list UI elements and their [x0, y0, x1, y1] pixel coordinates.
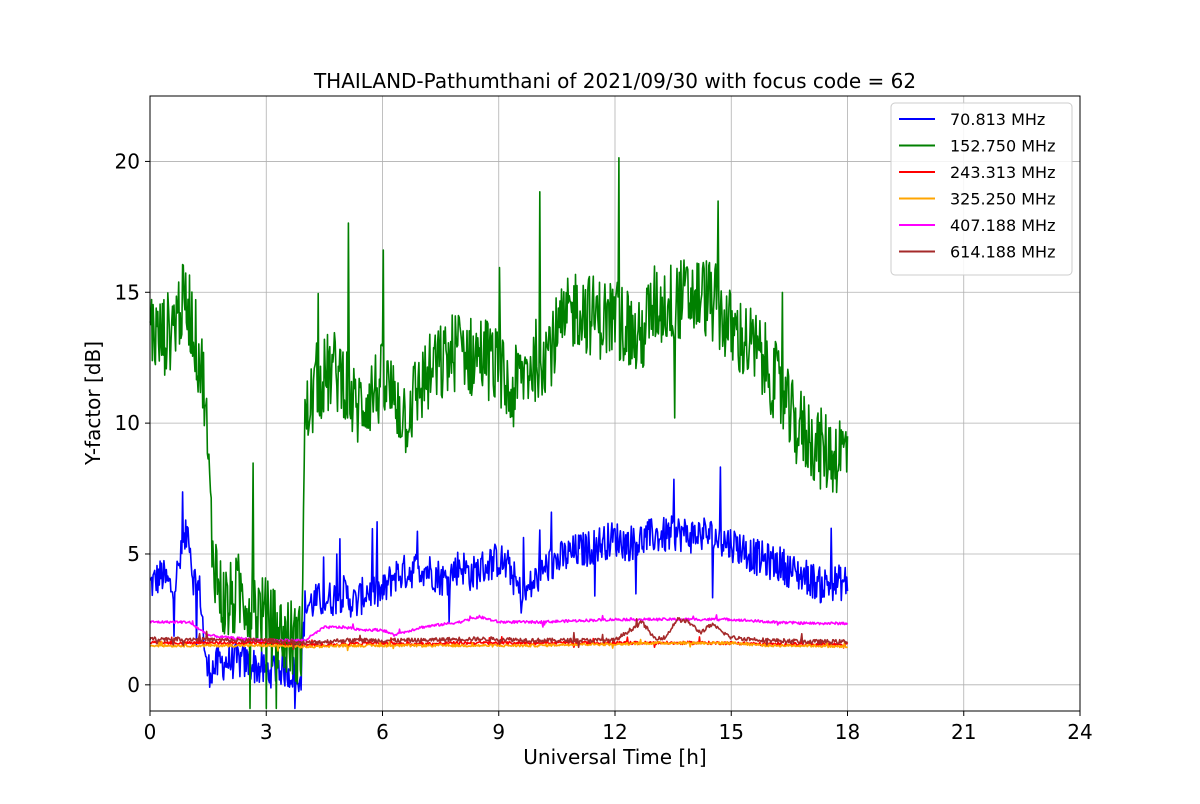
- x-tick-label: 15: [719, 720, 744, 744]
- chart-title: THAILAND-Pathumthani of 2021/09/30 with …: [313, 69, 916, 93]
- series-line-5: [149, 616, 849, 651]
- legend: 70.813 MHz 152.750 MHz 243.313 MHz 325.250 …: [890, 102, 1073, 276]
- legend-label-1: 152.750 MHz: [950, 137, 1055, 156]
- legend-label-3: 325.250 MHz: [950, 190, 1055, 209]
- y-tick-label: 0: [127, 673, 140, 697]
- x-tick-label: 3: [260, 720, 273, 744]
- x-axis-label: Universal Time [h]: [523, 745, 706, 769]
- x-tick-label: 24: [1067, 720, 1092, 744]
- y-tick-label: 5: [127, 542, 140, 566]
- x-tick-label: 18: [835, 720, 860, 744]
- legend-label-0: 70.813 MHz: [950, 110, 1045, 129]
- series-layer: [149, 157, 849, 710]
- y-tick-label: 20: [115, 149, 140, 173]
- x-tick-label: 12: [602, 720, 627, 744]
- x-tick-label: 9: [492, 720, 505, 744]
- legend-label-5: 614.188 MHz: [950, 243, 1055, 262]
- y-axis-ticks: 0 5 10 15 20: [115, 149, 150, 697]
- y-axis-label: Y-factor [dB]: [81, 341, 105, 466]
- legend-label-2: 243.313 MHz: [950, 163, 1055, 182]
- series-line-3: [149, 638, 849, 652]
- x-axis-ticks: 0 3 6 9 12 15 18 21 24: [144, 711, 1093, 744]
- x-tick-label: 0: [144, 720, 157, 744]
- legend-label-4: 407.188 MHz: [950, 216, 1055, 235]
- legend-box: [890, 102, 1073, 276]
- y-tick-label: 15: [115, 280, 140, 304]
- y-tick-label: 10: [115, 411, 140, 435]
- x-tick-label: 6: [376, 720, 389, 744]
- x-tick-label: 21: [951, 720, 976, 744]
- series-line-1: [149, 157, 849, 710]
